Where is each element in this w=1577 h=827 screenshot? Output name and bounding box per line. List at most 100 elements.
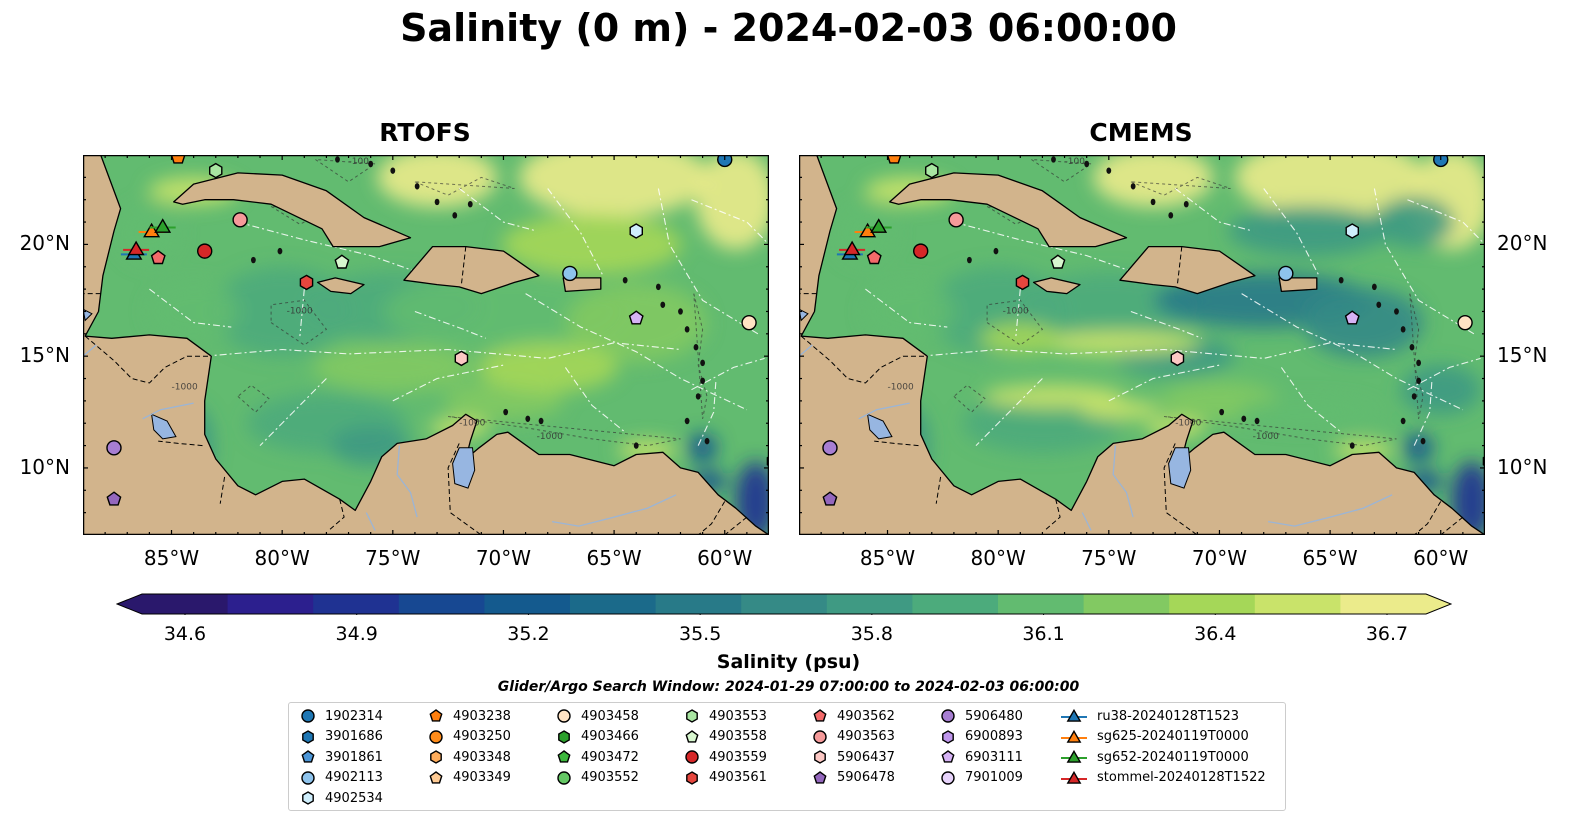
legend-label: 4903559 [709,749,767,765]
colorbar-tick-label: 34.9 [335,623,378,645]
island [684,417,690,425]
marker-5906480 [822,440,838,456]
legend-item: 3901686 [299,727,383,747]
contour-label: -100 [1065,157,1086,167]
eez-line [204,342,681,359]
legend-label: 4903348 [453,749,511,765]
island [525,415,531,422]
island [1084,160,1090,168]
depth-contour [953,384,986,413]
marker-4902113 [562,265,578,282]
legend-item: 6903111 [939,747,1023,767]
eez-line [657,188,759,335]
eez-line [149,288,232,328]
legend-label: 4902113 [325,770,383,785]
colorbar-tick-label: 34.6 [163,623,207,645]
search-window-text: Glider/Argo Search Window: 2024-01-29 07… [497,679,1080,695]
island [704,437,710,445]
legend-item: 5906437 [811,747,895,767]
legend-label: 4903238 [453,708,511,724]
eez-line [953,221,1132,272]
marker-4903559 [913,243,929,259]
river [858,402,910,420]
marker-4903238 [886,155,902,164]
pentagon-marker-icon [429,770,443,784]
eez-line [1280,367,1342,433]
legend-label: 4902534 [325,790,383,806]
lon-tick-label: 70°W [475,546,532,570]
island [993,247,999,255]
legend-item: sg625-20240119T0000 [1059,727,1249,747]
marker-4903558 [1050,254,1066,269]
float-markers [822,155,1485,506]
eez-line [1407,199,1485,245]
depth-contour [1409,293,1424,419]
panel-title-cmems: CMEMS [1089,118,1193,147]
country-border [697,501,726,535]
hexagon-marker-icon [686,709,698,723]
legend-label: 5906480 [965,708,1023,724]
landmass-cuba [889,172,1128,248]
country-border [1044,499,1061,531]
island [335,156,340,163]
island [1371,283,1377,291]
lat-tick-label-right: 20°N [1497,231,1548,256]
eez-line [414,310,486,339]
borders [83,246,748,535]
land [799,155,1485,535]
circle-marker-icon [941,709,955,723]
lon-tick-label: 75°W [365,546,421,570]
island [368,160,374,168]
island [1394,308,1399,315]
legend-item: stommel-20240128T1522 [1059,768,1266,788]
pentagon-marker-icon [301,750,315,763]
country-border [724,516,748,535]
contour-label: -1000 [1003,307,1029,317]
triangle-marker-icon [1061,729,1087,743]
marker-4902534 [629,223,643,239]
legend-item: 4903250 [427,727,511,747]
eez-line [691,199,769,245]
island [1130,183,1136,190]
contour-label: -1000 [172,383,198,393]
pentagon-marker-icon [557,750,571,763]
marker-stommel-20240128T1522 [839,240,866,256]
eez-line [1174,188,1253,232]
legend-label: 6900893 [965,729,1023,744]
eez-line [975,378,1043,446]
country-border [800,335,928,384]
colorbar-segment [570,594,657,614]
country-border [874,440,919,447]
depth-contour [237,384,270,413]
country-border [1440,516,1464,535]
lake [150,413,177,440]
map-panel-rtofs: -100 -1000 -1000 -1000 -1000 [83,155,769,535]
island [1241,415,1247,422]
eez-line [1373,188,1475,335]
depth-contour [693,293,708,419]
salinity-field [119,155,769,535]
eez-line [1413,380,1433,446]
legend-item: 4903553 [683,706,767,726]
eez-line [865,288,948,328]
marker-5906478 [822,491,838,506]
country-border [1176,246,1183,285]
landmass-cuba [173,172,412,248]
land [83,155,769,535]
legend-label: stommel-20240128T1522 [1097,770,1266,785]
marker-4903553 [208,162,223,179]
island [1183,200,1189,208]
island [467,200,473,208]
legend-label: 4903561 [709,770,767,785]
colorbar-label: Salinity (psu) [716,651,861,673]
contour-label: -1000 [287,307,313,317]
marker-4903558 [334,254,350,269]
rivers [83,344,677,531]
marker-1902314 [717,155,733,168]
country-border [84,335,212,384]
island [693,344,699,351]
legend-label: 5906478 [837,770,895,785]
eez-line [1263,188,1320,276]
lat-tick-label-right: 15°N [1497,343,1548,368]
legend-item: 7901009 [939,768,1023,788]
